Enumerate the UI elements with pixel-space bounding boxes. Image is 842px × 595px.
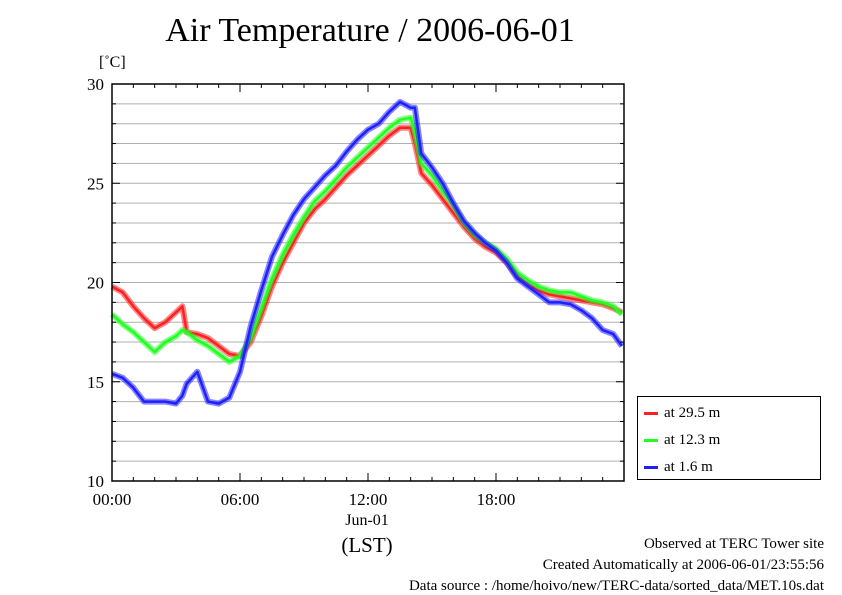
chart-title: Air Temperature / 2006-06-01 xyxy=(165,12,575,49)
y-tick-label: 20 xyxy=(87,274,104,293)
y-unit-label: [˚C] xyxy=(99,54,126,71)
y-tick-label: 25 xyxy=(87,174,104,193)
footer-source: Data source : /home/hoivo/new/TERC-data/… xyxy=(408,578,824,594)
series-halo-0 xyxy=(110,124,624,359)
x-tick-label: 00:00 xyxy=(93,490,132,509)
x-tick-label: 18:00 xyxy=(477,490,516,509)
footer-created: Created Automatically at 2006-06-01/23:5… xyxy=(542,557,824,573)
x-date-label: Jun-01 xyxy=(345,512,389,529)
y-tick-label: 10 xyxy=(87,472,104,491)
y-tick-label: 30 xyxy=(87,75,104,94)
legend-item-12-3m: at 12.3 m xyxy=(644,430,720,450)
legend-label: at 1.6 m xyxy=(664,458,713,475)
series-line-2 xyxy=(111,100,623,405)
legend-label: at 12.3 m xyxy=(664,431,721,448)
y-tick-label: 15 xyxy=(87,373,104,392)
x-axis-label: (LST) xyxy=(341,533,393,557)
legend-swatch-blue xyxy=(644,465,658,469)
x-tick-label: 06:00 xyxy=(221,490,260,509)
legend-item-1-6m: at 1.6 m xyxy=(644,457,713,477)
legend-item-29-5m: at 29.5 m xyxy=(644,403,720,423)
data-series xyxy=(109,98,625,407)
legend-swatch-red xyxy=(644,411,658,415)
footer-site: Observed at TERC Tower site xyxy=(643,536,824,552)
series-line-1 xyxy=(111,116,623,364)
legend-label: at 29.5 m xyxy=(664,404,721,421)
legend: at 29.5 m at 12.3 m at 1.6 m xyxy=(637,396,821,480)
series-line-0 xyxy=(111,126,623,358)
legend-swatch-green xyxy=(644,438,658,442)
axis-ticks: 10 15 20 25 30 00:00 06:00 12:00 18:00 xyxy=(87,75,625,509)
x-tick-label: 12:00 xyxy=(349,490,388,509)
